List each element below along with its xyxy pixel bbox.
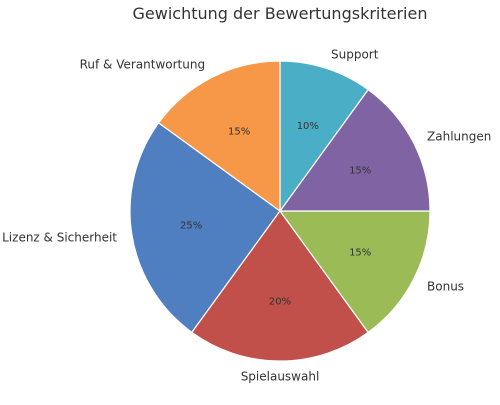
chart-title: Gewichtung der Bewertungskriterien: [133, 4, 428, 23]
pie-label-ruf-and-verantwortung: Ruf & Verantwortung: [80, 57, 206, 71]
pie-label-support: Support: [331, 48, 379, 62]
pie-percent-ruf-and-verantwortung: 15%: [228, 126, 250, 137]
pie-label-spielauswahl: Spielauswahl: [241, 370, 320, 384]
pie-label-zahlungen: Zahlungen: [427, 130, 491, 144]
pie-slice-spielauswahl: [191, 210, 369, 362]
pie-slice-lizenz-and-sicherheit: [129, 122, 281, 333]
pie-label-lizenz-and-sicherheit: Lizenz & Sicherheit: [2, 230, 117, 244]
pie-slice-ruf-and-verantwortung: [158, 60, 281, 212]
pie-percent-support: 10%: [297, 121, 319, 132]
pie-slices: [129, 60, 431, 362]
pie-percent-labels: 25% 20% 15% 15% 10% 15%: [180, 121, 371, 308]
pie-slice-labels: Lizenz & Sicherheit Spielauswahl Bonus Zahl…: [2, 48, 491, 384]
pie-percent-bonus: 15%: [349, 247, 371, 258]
pie-percent-zahlungen: 15%: [349, 166, 371, 177]
pie-percent-spielauswahl: 20%: [269, 297, 291, 308]
pie-slice-support: [279, 60, 369, 212]
pie-label-bonus: Bonus: [427, 279, 464, 293]
pie-slice-bonus: [279, 210, 431, 333]
pie-slice-zahlungen: [279, 89, 431, 212]
pie-percent-lizenz-and-sicherheit: 25%: [180, 221, 202, 232]
